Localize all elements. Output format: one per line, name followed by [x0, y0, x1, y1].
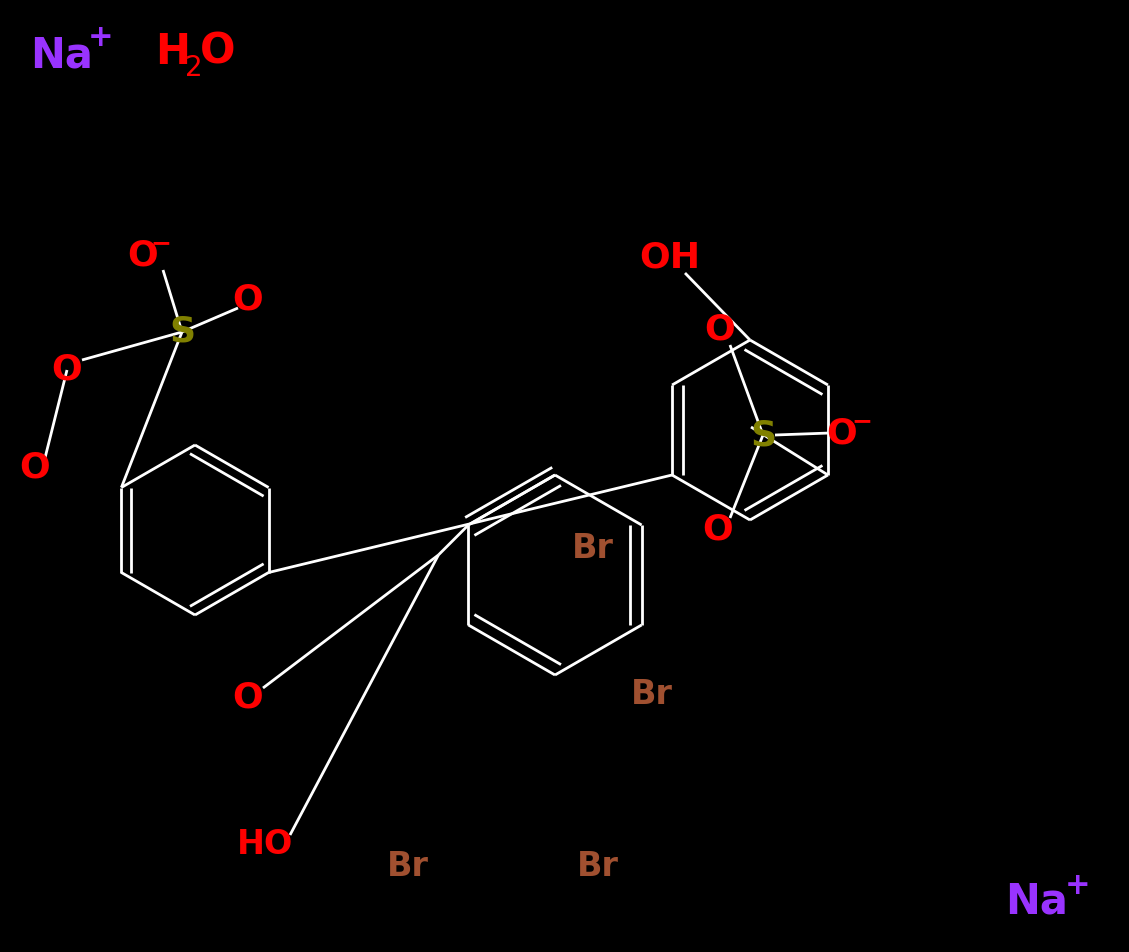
- Text: Br: Br: [631, 679, 673, 711]
- Text: O: O: [233, 681, 263, 715]
- Text: S: S: [750, 418, 776, 452]
- Text: O: O: [19, 451, 51, 485]
- Text: 2: 2: [185, 54, 202, 82]
- Text: O: O: [702, 513, 734, 547]
- Text: O: O: [52, 353, 82, 387]
- Text: Br: Br: [387, 850, 429, 883]
- Text: OH: OH: [639, 241, 701, 275]
- Text: Br: Br: [572, 531, 614, 565]
- Text: O: O: [200, 31, 236, 73]
- Text: O: O: [826, 416, 857, 450]
- Text: Na: Na: [1005, 881, 1068, 923]
- Text: H: H: [155, 31, 190, 73]
- Text: Br: Br: [577, 850, 619, 883]
- Text: −: −: [150, 231, 172, 255]
- Text: +: +: [1065, 870, 1091, 900]
- Text: HO: HO: [237, 828, 294, 862]
- Text: S: S: [169, 315, 195, 349]
- Text: O: O: [128, 238, 158, 272]
- Text: O: O: [233, 283, 263, 317]
- Text: Na: Na: [30, 34, 93, 76]
- Text: O: O: [704, 313, 735, 347]
- Text: +: +: [88, 24, 114, 52]
- Text: −: −: [851, 409, 873, 433]
